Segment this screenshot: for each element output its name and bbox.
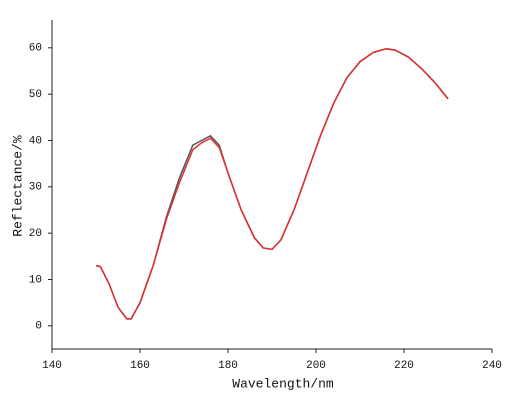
y-tick-label: 40	[29, 135, 42, 147]
x-axis-label: Wavelength/nm	[232, 376, 334, 391]
x-tick-label: 220	[394, 360, 414, 372]
y-tick-label: 50	[29, 89, 42, 101]
y-tick-label: 10	[29, 274, 42, 286]
x-tick-label: 160	[130, 360, 150, 372]
x-tick-label: 240	[482, 360, 502, 372]
x-tick-label: 140	[42, 360, 62, 372]
y-tick-label: 60	[29, 43, 42, 55]
y-tick-label: 30	[29, 182, 42, 194]
y-axis-label: Reflectance/%	[10, 135, 25, 237]
x-tick-label: 180	[218, 360, 238, 372]
y-tick-label: 20	[29, 228, 42, 240]
y-tick-label: 0	[35, 321, 42, 333]
x-tick-label: 200	[306, 360, 326, 372]
series-line	[95, 47, 449, 320]
